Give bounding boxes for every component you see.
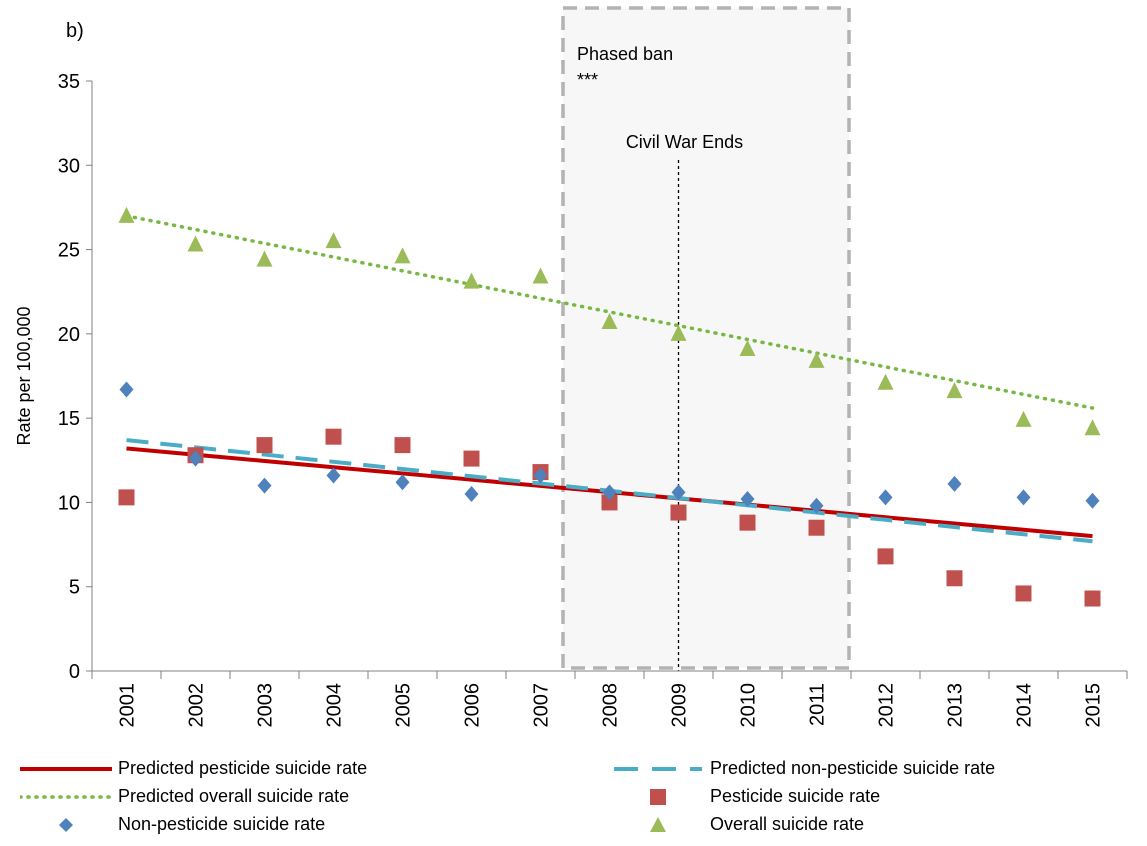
data-point	[119, 381, 134, 398]
data-point	[808, 519, 825, 536]
phased-ban-box	[561, 6, 851, 670]
data-point	[1085, 492, 1100, 509]
x-tick-label: 2014	[1014, 683, 1036, 728]
data-point	[808, 351, 825, 368]
data-point	[946, 382, 963, 399]
data-point	[464, 486, 479, 502]
y-tick-label: 30	[58, 155, 80, 177]
data-point	[946, 570, 963, 587]
data-point	[326, 467, 341, 484]
data-point	[670, 504, 687, 521]
x-tick-label: 2015	[1083, 683, 1105, 728]
y-tick-label: 0	[69, 661, 80, 683]
data-point	[118, 489, 135, 506]
x-tick-label: 2001	[117, 683, 139, 728]
data-point	[1084, 419, 1101, 436]
y-tick-label: 15	[58, 408, 80, 430]
x-tick-label: 2005	[393, 683, 415, 728]
data-point	[395, 474, 410, 491]
data-point	[463, 272, 480, 289]
data-point	[601, 313, 618, 330]
data-point	[601, 494, 618, 511]
y-tick-label: 10	[58, 492, 80, 514]
data-point	[671, 484, 686, 501]
x-tick-label: 2009	[669, 683, 691, 728]
data-point	[739, 514, 756, 531]
x-tick-label: 2003	[255, 683, 277, 728]
data-point	[1016, 489, 1031, 506]
y-tick-label: 20	[58, 324, 80, 346]
y-tick-label: 35	[58, 71, 80, 93]
civil-war-label: Civil War Ends	[626, 132, 743, 152]
x-tick-label: 2008	[600, 683, 622, 728]
x-tick-label: 2012	[876, 683, 898, 728]
x-tick-label: 2011	[807, 683, 829, 726]
data-point	[602, 484, 617, 501]
data-point	[394, 437, 411, 454]
phased-ban-label: Phased ban	[577, 44, 673, 64]
x-tick-label: 2013	[945, 683, 967, 728]
data-point	[739, 340, 756, 357]
data-point	[877, 373, 894, 390]
data-point	[118, 206, 135, 223]
data-point	[532, 267, 549, 284]
data-point	[877, 548, 894, 565]
data-point	[256, 437, 273, 454]
x-tick-label: 2002	[186, 683, 208, 728]
panel-label: b)	[66, 20, 84, 42]
data-point	[188, 450, 203, 467]
data-point	[740, 491, 755, 508]
data-point	[1015, 585, 1032, 602]
y-tick-label: 5	[69, 577, 80, 599]
x-tick-label: 2007	[531, 683, 553, 728]
data-point	[878, 489, 893, 506]
x-tick-label: 2006	[462, 683, 484, 728]
x-tick-label: 2010	[738, 683, 760, 728]
data-point	[325, 232, 342, 249]
phased-ban-stars: ***	[577, 70, 598, 90]
x-tick-label: 2004	[324, 683, 346, 728]
data-point	[325, 428, 342, 445]
y-tick-label: 25	[58, 240, 80, 262]
data-point	[947, 475, 962, 492]
data-point	[1015, 410, 1032, 427]
data-point	[463, 450, 480, 467]
data-point	[394, 247, 411, 264]
data-point	[670, 324, 687, 341]
series-4	[119, 381, 1100, 514]
series-5	[118, 206, 1101, 436]
data-point	[1084, 590, 1101, 607]
data-point	[809, 497, 824, 514]
data-point	[256, 250, 273, 267]
y-axis-label: Rate per 100,000	[14, 306, 34, 445]
data-point	[533, 467, 548, 484]
data-point	[257, 477, 272, 494]
data-point	[187, 235, 204, 252]
